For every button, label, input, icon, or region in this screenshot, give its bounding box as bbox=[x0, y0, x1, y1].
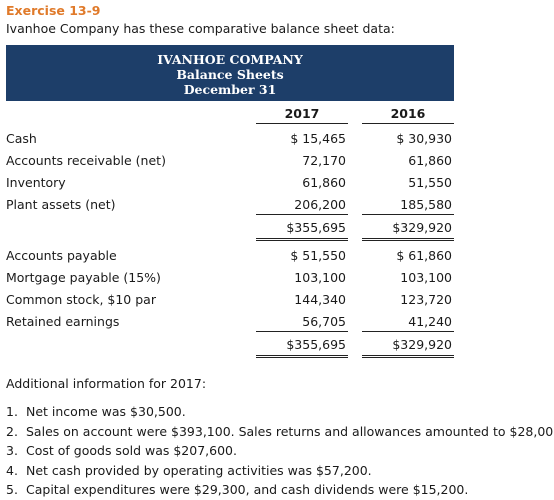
row-label-plant-assets: Plant assets (net) bbox=[6, 197, 116, 212]
liabilities-total-2017: $355,695 bbox=[256, 337, 348, 358]
cell-ap-2017: $ 51,550 bbox=[290, 248, 346, 263]
cell-mortgage-2016: 103,100 bbox=[400, 270, 452, 285]
exercise-title: Exercise 13-9 bbox=[6, 3, 101, 18]
assets-total-2016: $329,920 bbox=[362, 220, 454, 241]
list-item: 2. Sales on account were $393,100. Sales … bbox=[6, 422, 554, 442]
row-label-common-stock: Common stock, $10 par bbox=[6, 292, 156, 307]
list-item-number: 1. bbox=[6, 404, 18, 419]
balance-sheet-banner: IVANHOE COMPANY Balance Sheets December … bbox=[6, 45, 454, 101]
list-item-text: Net cash provided by operating activitie… bbox=[26, 462, 372, 478]
list-item: 5. Capital expenditures were $29,300, and… bbox=[6, 480, 554, 500]
list-item-number: 2. bbox=[6, 423, 18, 439]
cell-plant-2016: 185,580 bbox=[362, 197, 454, 215]
list-item: 1. Net income was $30,500. bbox=[6, 402, 554, 422]
cell-ar-2016: 61,860 bbox=[408, 153, 452, 168]
list-item-text: Cost of goods sold was $207,600. bbox=[26, 443, 237, 458]
list-item-number: 5. bbox=[6, 482, 18, 497]
cell-stock-2017: 144,340 bbox=[294, 292, 346, 307]
row-label-retained-earnings: Retained earnings bbox=[6, 314, 120, 329]
row-label-inventory: Inventory bbox=[6, 175, 66, 190]
company-name: IVANHOE COMPANY bbox=[157, 52, 303, 67]
list-item-text: Net income was $30,500. bbox=[26, 404, 186, 419]
row-label-accounts-payable: Accounts payable bbox=[6, 248, 117, 263]
additional-info-heading: Additional information for 2017: bbox=[6, 376, 207, 391]
liabilities-total-2016: $329,920 bbox=[362, 337, 454, 358]
list-item-text: Capital expenditures were $29,300, and c… bbox=[26, 482, 469, 497]
list-item-text: Sales on account were $393,100. Sales re… bbox=[26, 423, 554, 439]
cell-cash-2016: $ 30,930 bbox=[396, 131, 452, 146]
cell-ar-2017: 72,170 bbox=[302, 153, 346, 168]
row-label-accounts-receivable: Accounts receivable (net) bbox=[6, 153, 166, 168]
cell-mortgage-2017: 103,100 bbox=[294, 270, 346, 285]
assets-total-2017: $355,695 bbox=[256, 220, 348, 241]
row-label-cash: Cash bbox=[6, 131, 37, 146]
cell-retained-2016: 41,240 bbox=[362, 314, 454, 332]
cell-cash-2017: $ 15,465 bbox=[290, 131, 346, 146]
column-header-2016: 2016 bbox=[362, 106, 454, 124]
additional-info-list: 1. Net income was $30,500. 2. Sales on acc… bbox=[6, 402, 554, 500]
list-item-number: 3. bbox=[6, 443, 18, 458]
list-item-number: 4. bbox=[6, 462, 18, 478]
cell-plant-2017: 206,200 bbox=[256, 197, 348, 215]
column-header-2017: 2017 bbox=[256, 106, 348, 124]
cell-retained-2017: 56,705 bbox=[256, 314, 348, 332]
list-item: 4. Net cash provided by operating activit… bbox=[6, 461, 554, 481]
statement-name: Balance Sheets bbox=[176, 67, 284, 82]
cell-inventory-2017: 61,860 bbox=[302, 175, 346, 190]
row-label-mortgage-payable: Mortgage payable (15%) bbox=[6, 270, 161, 285]
list-item: 3. Cost of goods sold was $207,600. bbox=[6, 441, 554, 461]
intro-text: Ivanhoe Company has these comparative ba… bbox=[6, 21, 395, 36]
statement-date: December 31 bbox=[183, 82, 277, 97]
cell-inventory-2016: 51,550 bbox=[408, 175, 452, 190]
cell-ap-2016: $ 61,860 bbox=[396, 248, 452, 263]
cell-stock-2016: 123,720 bbox=[400, 292, 452, 307]
